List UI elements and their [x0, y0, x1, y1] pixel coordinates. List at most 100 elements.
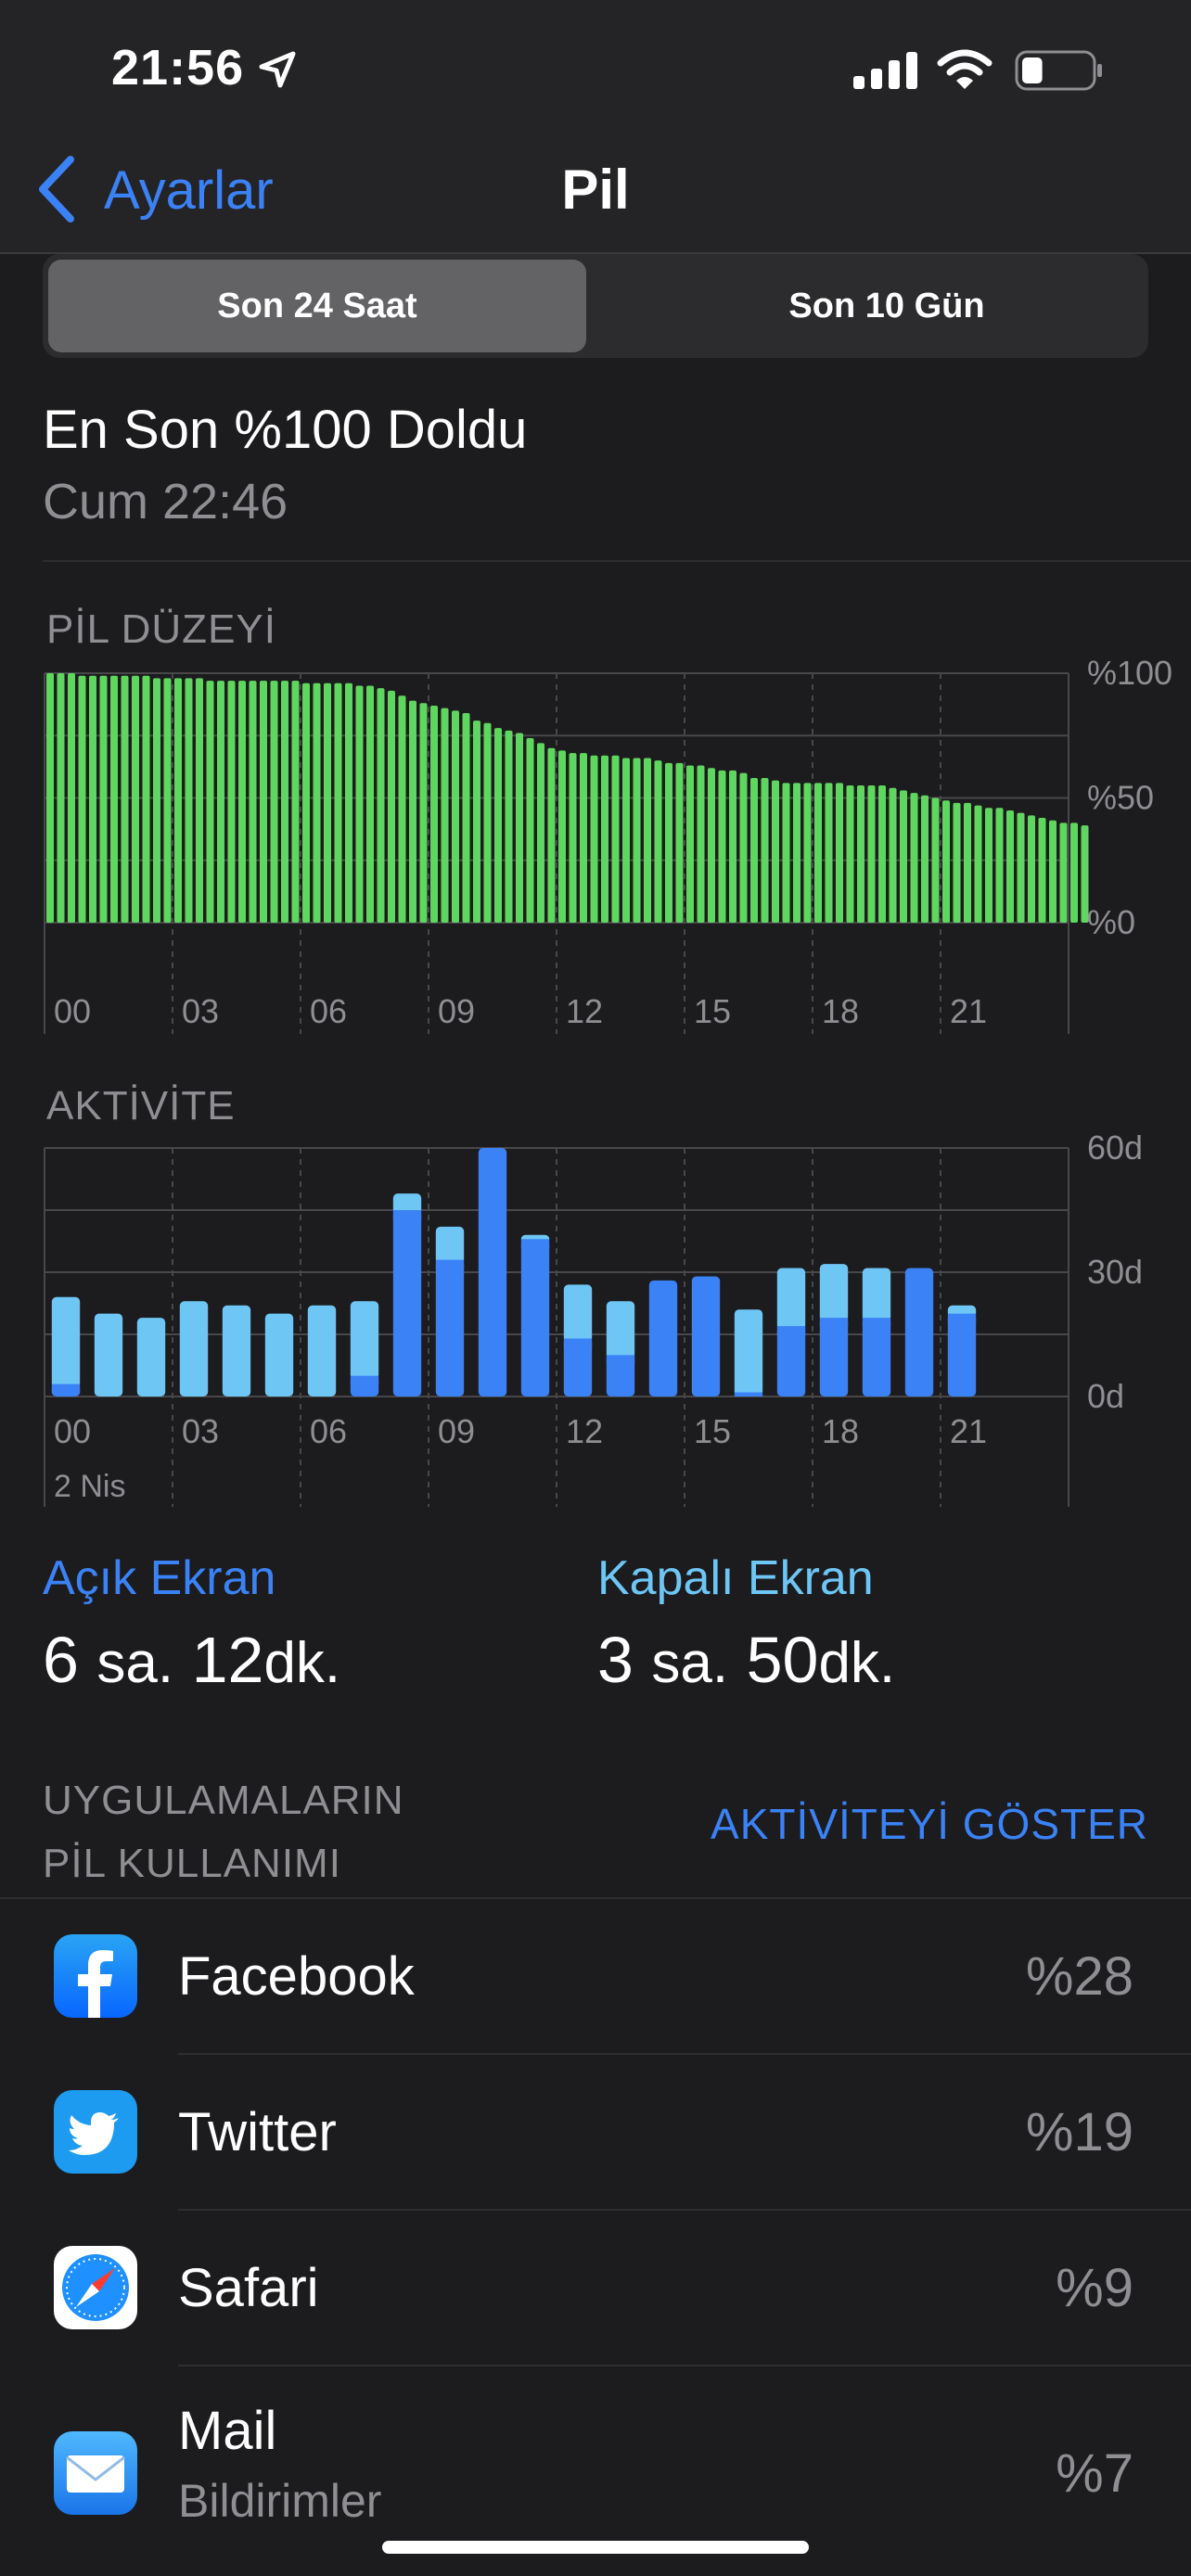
screen-off-bar	[179, 1301, 209, 1396]
battery-bar	[750, 777, 758, 923]
app-name: Mail	[178, 2401, 277, 2461]
battery-bar	[430, 705, 438, 923]
mail-icon	[54, 2431, 137, 2515]
battery-bar	[68, 673, 75, 923]
app-row-safari[interactable]: Safari %9	[0, 2211, 1191, 2366]
screen-on-minutes: 12	[191, 1624, 264, 1696]
battery-bar	[547, 747, 556, 923]
screen-off-bar	[819, 1264, 849, 1322]
battery-bar	[1006, 810, 1014, 923]
x-tick-label: 06	[310, 1412, 347, 1450]
location-arrow-icon	[259, 51, 296, 88]
battery-bar	[227, 681, 236, 923]
x-tick-label: 09	[438, 1412, 475, 1450]
battery-bar	[57, 673, 65, 923]
segment-last-24-hours[interactable]: Son 24 Saat	[48, 260, 586, 352]
battery-bar	[718, 770, 726, 923]
safari-icon	[54, 2246, 137, 2329]
battery-bar	[729, 770, 736, 923]
screen-off-minutes-unit: dk.	[818, 1631, 896, 1695]
x-tick-label: 21	[950, 992, 987, 1030]
screen-on-bar	[478, 1148, 507, 1396]
show-activity-button[interactable]: AKTİVİTEYİ GÖSTER	[711, 1800, 1148, 1848]
battery-bar	[686, 765, 694, 923]
screen-off-bar	[435, 1226, 465, 1264]
battery-bar	[110, 675, 118, 923]
wifi-icon	[937, 49, 992, 89]
screen-off-hours: 3	[597, 1624, 634, 1696]
app-name: Facebook	[178, 1946, 415, 2007]
screen-on-bar-cap	[734, 1392, 763, 1396]
battery-bar	[153, 678, 160, 923]
battery-bar	[452, 710, 459, 923]
battery-bar	[803, 783, 812, 923]
battery-bar	[995, 808, 1004, 923]
battery-bar	[355, 685, 364, 923]
last-charged-title: En Son %100 Doldu	[43, 400, 528, 460]
screen-on-minutes-unit: dk.	[263, 1631, 341, 1695]
battery-bar	[1070, 823, 1078, 923]
battery-bar	[505, 730, 513, 923]
app-usage-header: UYGULAMALARIN PİL KULLANIMI	[43, 1769, 404, 1895]
screen-on-bar	[819, 1318, 849, 1396]
battery-bar	[889, 787, 897, 923]
home-indicator[interactable]	[382, 2541, 809, 2554]
screen-on-bar-cap	[819, 1318, 849, 1328]
screen-on-bar	[862, 1318, 891, 1396]
x-tick-label: 12	[566, 1412, 603, 1450]
screen-on-bar	[648, 1280, 678, 1396]
screen-on-bar	[947, 1313, 977, 1396]
screen-on-bar-cap	[392, 1210, 422, 1219]
battery-icon	[1015, 50, 1102, 91]
y-tick-label: 60d	[1087, 1129, 1143, 1167]
activity-label: AKTİVİTE	[46, 1083, 236, 1129]
x-tick-label: 15	[694, 1412, 731, 1450]
battery-bar	[580, 753, 587, 923]
app-row-mail[interactable]: Mail Bildirimler %7	[0, 2366, 1191, 2527]
battery-bar	[398, 695, 406, 923]
battery-bar	[121, 675, 129, 923]
segment-last-10-days[interactable]: Son 10 Gün	[788, 287, 985, 325]
y-tick-label: %50	[1087, 779, 1154, 817]
battery-bar	[900, 790, 907, 923]
battery-bar	[270, 681, 278, 923]
battery-bar	[931, 797, 940, 923]
battery-bar	[419, 703, 428, 923]
battery-bar	[441, 708, 449, 923]
x-tick-label: 06	[310, 992, 347, 1030]
app-name: Safari	[178, 2258, 319, 2318]
chevron-left-icon[interactable]	[33, 154, 80, 224]
x-tick-label: 03	[182, 1412, 219, 1450]
divider	[0, 1897, 1191, 1899]
battery-bar	[185, 678, 193, 923]
screen-on-bar	[691, 1276, 721, 1396]
battery-bar	[238, 681, 246, 923]
screen-on-bar-cap	[435, 1259, 465, 1269]
app-row-twitter[interactable]: Twitter %19	[0, 2055, 1191, 2211]
battery-bar	[260, 681, 267, 923]
screen-off-bar	[563, 1284, 593, 1343]
app-percent: %7	[1056, 2443, 1133, 2504]
screen-on-bar	[606, 1355, 635, 1396]
battery-bar	[1038, 818, 1046, 923]
screen-off-hours-unit: sa.	[651, 1631, 729, 1695]
app-usage-header-line1: UYGULAMALARIN	[43, 1778, 404, 1823]
screen-on-bar	[392, 1210, 422, 1396]
battery-bar	[334, 682, 342, 923]
app-name: Twitter	[178, 2102, 337, 2162]
app-usage-header-line2: PİL KULLANIMI	[43, 1841, 341, 1886]
status-time: 21:56	[111, 40, 245, 96]
screen-off-bar	[94, 1313, 123, 1396]
screen-on-bar	[520, 1239, 550, 1396]
screen-on-label: Açık Ekran	[43, 1551, 276, 1605]
battery-bar	[78, 675, 86, 923]
battery-bar	[622, 758, 630, 923]
battery-bar	[857, 785, 864, 923]
back-button[interactable]: Ayarlar	[104, 160, 274, 221]
battery-bar	[142, 675, 150, 923]
battery-bar	[174, 678, 182, 923]
battery-bar	[526, 737, 534, 923]
app-row-facebook[interactable]: Facebook %28	[0, 1899, 1191, 2055]
battery-bar	[644, 758, 651, 923]
